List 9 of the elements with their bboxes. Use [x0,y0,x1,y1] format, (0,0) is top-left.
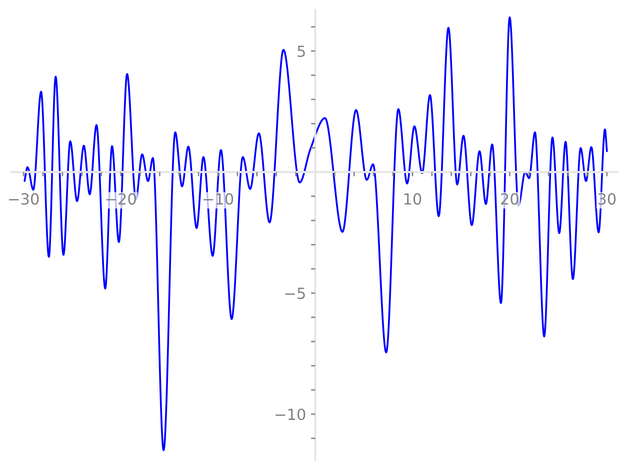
x-tick-label: 10 [404,193,422,205]
x-tick-label: −10 [204,193,234,205]
y-tick-label: −10 [276,408,306,420]
y-tick-label: −5 [285,288,305,300]
x-tick-label: 20 [501,193,518,205]
x-tick-label: 30 [598,193,616,205]
y-tick-label: 5 [298,46,305,58]
x-tick-label: −20 [106,193,136,205]
x-tick-label: −30 [9,193,39,205]
